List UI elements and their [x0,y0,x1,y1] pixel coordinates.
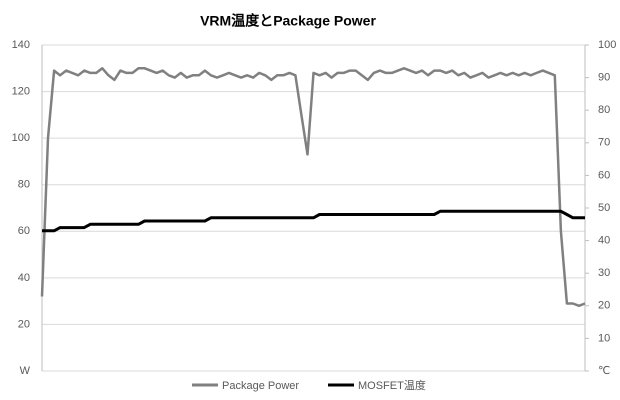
y2-tick-label: 100 [598,39,616,51]
series-line [42,209,585,233]
y-tick-label: 80 [18,179,30,191]
y2-tick-label: 90 [598,72,610,84]
chart-title: VRM温度とPackage Power [200,13,376,29]
y2-tick-label: 10 [598,332,610,344]
y2-tick-label: 80 [598,104,610,116]
y-tick-label: 120 [12,85,30,97]
legend-label: Package Power [222,380,299,392]
legend-label: MOSFET温度 [358,378,426,392]
y2-tick-label: 60 [598,169,610,181]
y2-tick-label: 30 [598,267,610,279]
y-tick-label: W [20,365,31,377]
y2-tick-label: ℃ [598,365,610,377]
y2-tick-label: 50 [598,202,610,214]
y2-tick-label: 40 [598,235,610,247]
y2-tick-label: 20 [598,300,610,312]
y-tick-label: 60 [18,225,30,237]
y-tick-label: 40 [18,272,30,284]
series-line [40,67,586,308]
y2-tick-label: 70 [598,137,610,149]
y-tick-label: 20 [18,318,30,330]
y-tick-label: 100 [12,132,30,144]
y-tick-label: 140 [12,39,30,51]
